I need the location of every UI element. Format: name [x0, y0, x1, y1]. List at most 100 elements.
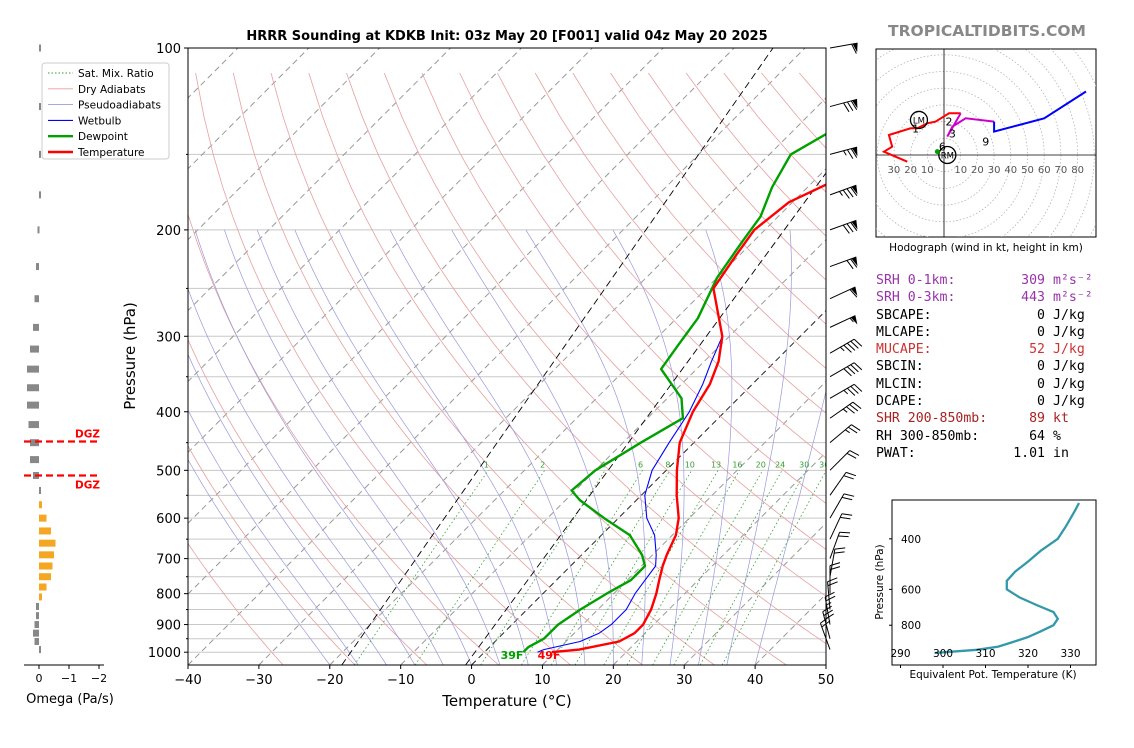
- param-row: MUCAPE: 52 J/kg: [876, 341, 1093, 358]
- barb-flag: [820, 616, 830, 624]
- wind-barb: [829, 98, 858, 113]
- param-label: MLCAPE:: [876, 324, 932, 340]
- legend-box: [41, 62, 170, 160]
- legend-entry: Pseudoadiabats: [78, 100, 161, 112]
- omega-bar: [33, 323, 39, 331]
- skewt-axes: −40 −30 −20 −10 0 10 20 30 40 50 100 200 300 400 500 60…: [148, 42, 834, 688]
- dry-adiabat: [232, 72, 643, 665]
- wind-barb: [829, 547, 846, 577]
- omega-bar: [39, 562, 53, 570]
- barb-staff: [829, 549, 836, 577]
- pseudoadiabat: [194, 229, 444, 665]
- wind-barb: [829, 256, 858, 270]
- y-tick-label: 200: [156, 224, 181, 239]
- dry-adiabat: [270, 72, 715, 665]
- dry-adiabat: [497, 72, 826, 459]
- theta-e-x-tick-label: 300: [933, 648, 953, 660]
- pseudoadiabat: [188, 409, 359, 665]
- omega-xlabel: Omega (Pa/s): [26, 692, 114, 707]
- barb-pennant: [852, 43, 858, 53]
- mixing-ratio-label: 20: [756, 460, 766, 469]
- parameter-table: SRH 0-1km: 309 m²s⁻² SRH 0-3km: 443 m²s⁻² SBCA…: [876, 272, 1093, 462]
- skewt-frame: [187, 47, 827, 666]
- omega-x-tick-label: −1: [61, 672, 77, 685]
- omega-bar: [39, 103, 41, 111]
- right-mover-label: RM: [941, 152, 954, 162]
- mixing-ratio-line: [652, 470, 764, 665]
- left-mover-label: LM: [913, 116, 925, 126]
- omega-x-tick-label: 0: [36, 672, 43, 685]
- mixing-ratio-line: [673, 470, 783, 665]
- hodograph-ring-label: 20: [904, 165, 917, 176]
- barb-flag: [829, 562, 841, 567]
- param-label: SRH 0-3km:: [876, 290, 956, 306]
- wind-barb: [829, 219, 858, 234]
- param-row: PWAT: 1.01 in: [876, 445, 1093, 462]
- dry-adiabat: [534, 72, 826, 414]
- barb-flag: [842, 189, 850, 199]
- mean-wind-marker: [934, 149, 940, 155]
- skewt-background-lines: 1 2 4 6 8 10 13 16 20 24 30 36: [188, 48, 826, 665]
- hodograph-height-marker: 1: [912, 122, 919, 135]
- param-label: SBCIN:: [876, 359, 924, 375]
- y-tick-label: 800: [156, 588, 181, 603]
- wind-barb: [829, 471, 857, 496]
- param-value: 64: [1029, 428, 1045, 444]
- legend-entry: Temperature: [77, 147, 145, 159]
- hodograph-segment: [881, 112, 961, 163]
- barb-flag: [850, 187, 858, 196]
- y-tick-label: 100: [156, 42, 181, 57]
- wind-barb: [829, 424, 861, 444]
- y-tick-label: 600: [156, 512, 181, 527]
- skewt-panel: 1 2 4 6 8 10 13 16 20 24 30 36 −40 −30 −20 −10 0 10 20 30 4…: [41, 42, 834, 710]
- skewt-profiles: [522, 132, 826, 654]
- param-unit: J/kg: [1053, 376, 1085, 392]
- pseudoadiabat: [188, 459, 331, 665]
- barb-flag: [834, 551, 845, 554]
- barb-flag: [825, 595, 836, 602]
- barb-flag: [838, 535, 849, 538]
- barb-pennant: [851, 220, 858, 230]
- mixing-ratio-label: 13: [711, 460, 721, 469]
- theta-e-x-tick-label: 330: [1060, 648, 1080, 660]
- barb-staff: [829, 383, 855, 399]
- barb-flag: [850, 148, 858, 158]
- omega-bar: [39, 551, 54, 559]
- x-tick-label: −40: [174, 673, 201, 688]
- hodograph-ring-label: 10: [921, 165, 934, 176]
- y-tick-label: 400: [156, 406, 181, 421]
- barb-staff: [829, 338, 855, 354]
- wind-barb: [829, 362, 863, 378]
- param-row: SRH 0-1km: 309 m²s⁻²: [876, 272, 1093, 289]
- hodograph-height-marker: 6: [939, 141, 946, 154]
- legend: Sat. Mix. Ratio Dry Adiabats Pseudoadiabat…: [41, 62, 170, 160]
- param-value: 0: [1037, 376, 1045, 392]
- temperature-trace: [551, 183, 826, 654]
- theta-e-y-tick-label: 400: [901, 534, 921, 546]
- dry-adiabat: [188, 212, 499, 665]
- surface-temperature-label: 49F: [538, 649, 561, 662]
- hodograph-ring-label: 50: [1021, 165, 1034, 176]
- wind-barb: [829, 531, 851, 559]
- barb-staff: [829, 450, 851, 471]
- barb-flag: [849, 404, 859, 412]
- mixing-ratio-line: [603, 470, 719, 665]
- omega-x-tick-label: −2: [91, 672, 107, 685]
- param-row: SRH 0-3km: 443 m²s⁻²: [876, 289, 1093, 306]
- dry-adiabat: [572, 72, 826, 369]
- x-tick-label: 10: [534, 673, 551, 688]
- theta-e-ylabel: Pressure (hPa): [874, 544, 886, 619]
- param-label: MLCIN:: [876, 376, 924, 392]
- pseudoadiabat: [389, 229, 586, 665]
- barb-flag: [841, 496, 853, 501]
- barb-flag: [846, 149, 854, 159]
- omega-bar: [39, 44, 41, 52]
- pseudoadiabat: [188, 287, 416, 665]
- barb-pennant: [851, 256, 858, 267]
- pseudoadiabat: [294, 229, 529, 665]
- omega-bar: [39, 583, 47, 591]
- dry-adiabat: [188, 445, 356, 665]
- pseudoadiabat: [188, 353, 387, 665]
- theta-e-trace: [934, 502, 1081, 655]
- mixing-ratio-line: [521, 470, 643, 665]
